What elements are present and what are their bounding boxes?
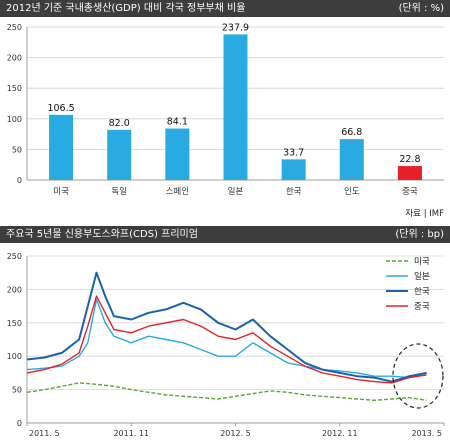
legend-label: 미국 <box>414 257 430 267</box>
line-x-tick-label: 2013. 5 <box>411 429 442 438</box>
bar-category-label: 일본 <box>228 187 244 197</box>
bar-y-tick-label: 200 <box>7 54 22 63</box>
series-line-1 <box>26 298 427 379</box>
bar-chart-unit: (단위 : %) <box>398 3 444 14</box>
bar-value-label: 237.9 <box>222 22 249 33</box>
legend-label: 중국 <box>414 302 430 312</box>
bar-chart-header: 2012년 기준 국내총생산(GDP) 대비 각국 정부부채 비율 (단위 : … <box>0 0 450 17</box>
legend-label: 일본 <box>414 272 430 282</box>
bar-y-tick-label: 150 <box>7 84 22 93</box>
bar-y-tick-label: 250 <box>7 23 22 32</box>
series-line-2 <box>26 271 427 383</box>
bar-chart: 0 50 100 150 200 250 106.5 82.0 84.1 237.9 33.7 66… <box>7 22 444 219</box>
bar-chart-source: 자료 | IMF <box>405 209 444 219</box>
bar-value-label: 22.8 <box>399 154 420 165</box>
bar-0 <box>49 114 74 180</box>
bar-6 <box>397 166 422 180</box>
series-line-3 <box>26 295 427 384</box>
bar-chart-bars <box>49 34 422 180</box>
bar-value-label: 106.5 <box>47 103 74 114</box>
bar-category-label: 중국 <box>402 187 418 197</box>
bar-category-label: 미국 <box>53 187 69 197</box>
bar-category-label: 인도 <box>344 186 360 197</box>
bar-chart-x-axis: 미국 독일 스페인 일본 한국 인도 중국 <box>53 186 418 197</box>
line-y-tick-label: 0 <box>17 419 22 428</box>
line-chart-series <box>26 271 427 402</box>
bar-5 <box>339 139 364 180</box>
bar-value-label: 84.1 <box>167 117 188 128</box>
bar-y-tick-label: 0 <box>17 176 22 185</box>
bar-chart-value-labels: 106.5 82.0 84.1 237.9 33.7 66.8 22.8 <box>47 22 420 165</box>
bar-category-label: 한국 <box>286 187 302 197</box>
line-x-tick-label: 2011. 11 <box>113 429 149 438</box>
bar-category-label: 스페인 <box>166 186 189 197</box>
bar-category-label: 독일 <box>111 187 127 197</box>
line-y-tick-label: 150 <box>7 319 22 328</box>
line-x-tick-label: 2012. 11 <box>322 429 358 438</box>
line-chart-x-axis: 2011. 5 2011. 11 2012. 5 2012. 11 2013. 5 <box>26 423 445 438</box>
line-chart-unit: (단위 : bp) <box>395 229 444 240</box>
legend-label: 한국 <box>414 287 430 297</box>
bar-value-label: 66.8 <box>341 127 362 138</box>
bar-4 <box>281 159 306 180</box>
bar-y-tick-label: 100 <box>7 115 22 124</box>
line-y-tick-label: 200 <box>7 285 22 294</box>
bar-3 <box>223 34 248 180</box>
line-y-tick-label: 50 <box>12 386 22 395</box>
bar-2 <box>165 128 190 180</box>
line-y-tick-label: 100 <box>7 352 22 361</box>
highlight-ellipse <box>392 343 444 409</box>
line-x-tick-label: 2012. 5 <box>220 429 251 438</box>
bar-value-label: 33.7 <box>283 147 304 158</box>
line-y-tick-label: 250 <box>7 252 22 261</box>
line-chart-y-axis: 0 50 100 150 200 250 <box>7 252 444 428</box>
bar-1 <box>107 129 132 180</box>
line-x-tick-label: 2011. 5 <box>29 429 60 438</box>
bar-y-tick-label: 50 <box>12 145 22 154</box>
bar-chart-title: 2012년 기준 국내총생산(GDP) 대비 각국 정부부채 비율 <box>6 3 246 14</box>
line-chart-header: 주요국 5년물 신용부도스와프(CDS) 프리미엄 (단위 : bp) <box>0 226 450 243</box>
bar-value-label: 82.0 <box>109 118 130 129</box>
line-chart-title: 주요국 5년물 신용부도스와프(CDS) 프리미엄 <box>6 229 198 240</box>
series-line-0 <box>26 382 427 402</box>
